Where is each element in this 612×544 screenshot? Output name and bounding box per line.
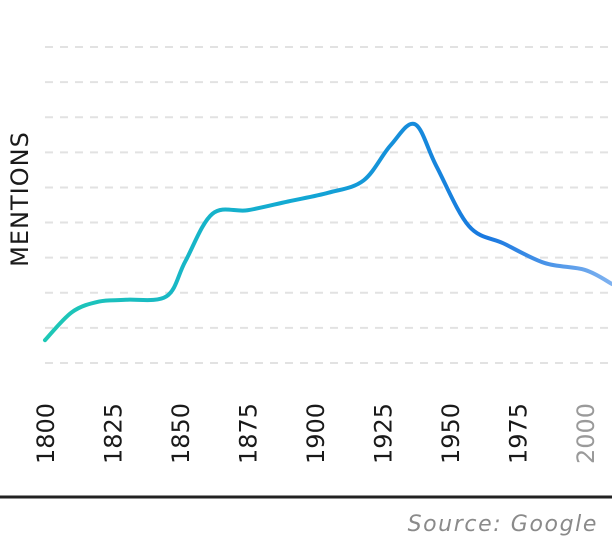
x-tick-label: 1975 <box>505 403 533 464</box>
x-tick-label: 1950 <box>437 403 465 464</box>
source-caption: Source: Google <box>407 512 598 537</box>
series-line <box>43 121 612 343</box>
x-tick-label: 2000 <box>572 403 600 464</box>
x-axis-ticks: 1800 1825 1850 1875 1900 1925 1950 1975 2000 <box>32 403 600 464</box>
x-tick-label: 1850 <box>167 403 195 464</box>
y-axis-label: MENTIONS <box>6 131 34 267</box>
x-tick-label: 1800 <box>32 403 60 464</box>
x-tick-label: 1900 <box>302 403 330 464</box>
gridlines <box>45 46 612 364</box>
x-tick-label: 1875 <box>235 403 263 464</box>
x-tick-label: 1825 <box>100 403 128 464</box>
x-tick-label: 1925 <box>370 403 398 464</box>
